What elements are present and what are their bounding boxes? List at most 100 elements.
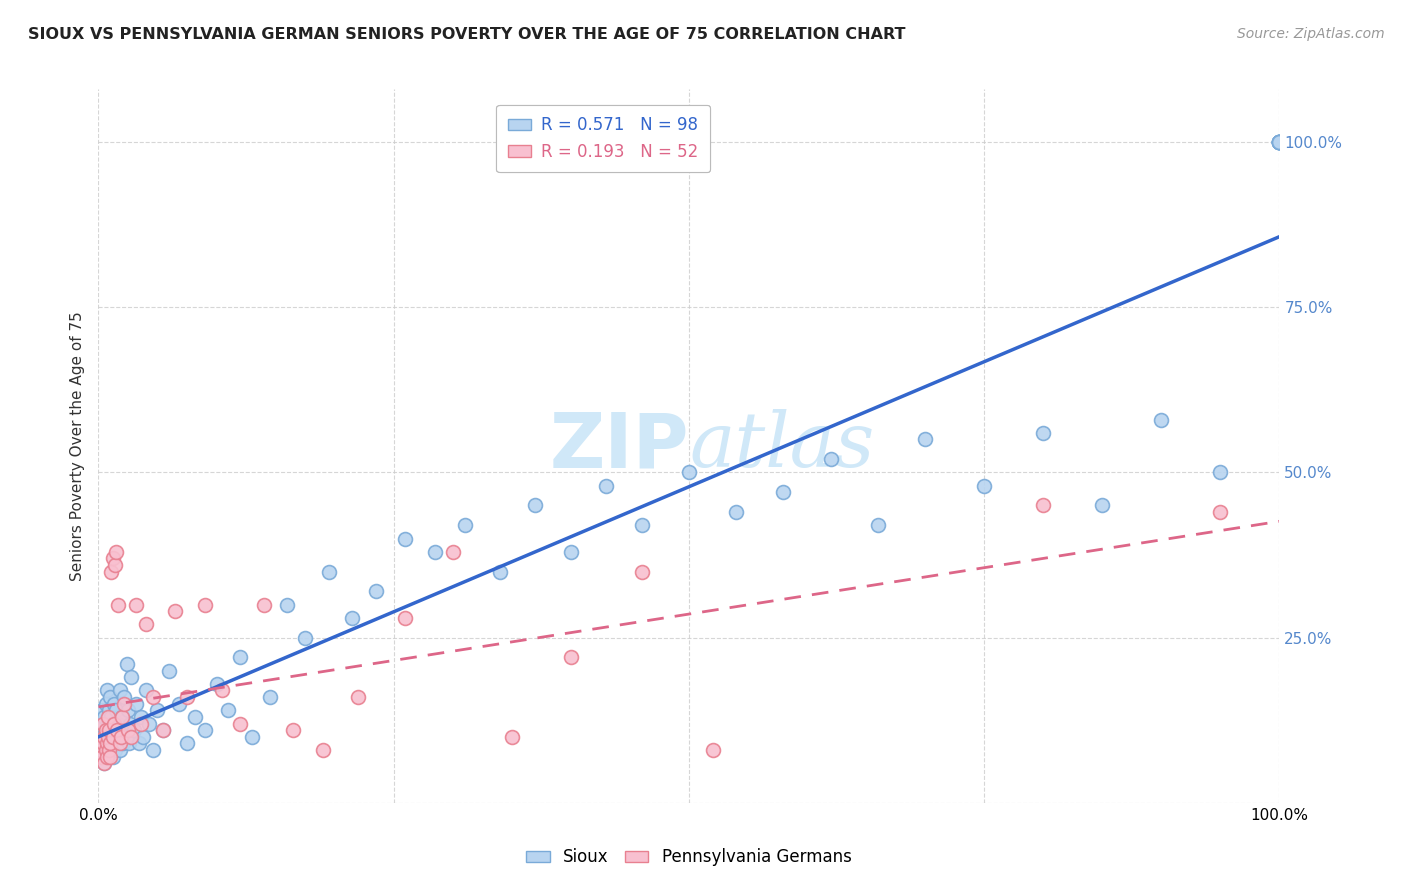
Point bbox=[157, 664, 180, 678]
Point bbox=[489, 565, 512, 579]
Point bbox=[98, 749, 121, 764]
Point bbox=[112, 736, 135, 750]
Point bbox=[176, 690, 198, 704]
Point bbox=[91, 736, 114, 750]
Point bbox=[104, 743, 127, 757]
Point bbox=[1268, 135, 1291, 149]
Point bbox=[138, 716, 160, 731]
Point bbox=[98, 723, 121, 738]
Point bbox=[560, 545, 582, 559]
Point bbox=[101, 730, 124, 744]
Point bbox=[100, 710, 122, 724]
Point bbox=[122, 723, 145, 738]
Point bbox=[91, 716, 114, 731]
Point bbox=[91, 703, 114, 717]
Point bbox=[90, 743, 112, 757]
Point bbox=[98, 723, 121, 738]
Text: SIOUX VS PENNSYLVANIA GERMAN SENIORS POVERTY OVER THE AGE OF 75 CORRELATION CHAR: SIOUX VS PENNSYLVANIA GERMAN SENIORS POV… bbox=[28, 27, 905, 42]
Point bbox=[93, 710, 115, 724]
Point bbox=[91, 749, 114, 764]
Point bbox=[98, 703, 121, 717]
Point bbox=[1268, 135, 1291, 149]
Point bbox=[132, 730, 155, 744]
Point bbox=[211, 683, 233, 698]
Point bbox=[1150, 412, 1173, 426]
Point bbox=[105, 736, 128, 750]
Point bbox=[1091, 499, 1114, 513]
Point bbox=[91, 743, 114, 757]
Legend: R = 0.571   N = 98, R = 0.193   N = 52: R = 0.571 N = 98, R = 0.193 N = 52 bbox=[496, 104, 710, 172]
Point bbox=[108, 683, 131, 698]
Point bbox=[110, 730, 132, 744]
Point bbox=[93, 756, 115, 771]
Point bbox=[294, 631, 316, 645]
Point bbox=[217, 703, 239, 717]
Point bbox=[1032, 499, 1054, 513]
Point bbox=[105, 545, 128, 559]
Point bbox=[318, 565, 340, 579]
Point bbox=[364, 584, 387, 599]
Point bbox=[176, 736, 198, 750]
Point bbox=[104, 558, 127, 572]
Point bbox=[152, 723, 174, 738]
Point bbox=[229, 716, 252, 731]
Point bbox=[347, 690, 370, 704]
Point bbox=[135, 617, 157, 632]
Point bbox=[253, 598, 276, 612]
Point bbox=[725, 505, 748, 519]
Point bbox=[98, 730, 121, 744]
Point bbox=[312, 743, 335, 757]
Point bbox=[98, 743, 121, 757]
Y-axis label: Seniors Poverty Over the Age of 75: Seniors Poverty Over the Age of 75 bbox=[70, 311, 86, 581]
Point bbox=[105, 730, 128, 744]
Point bbox=[111, 710, 134, 724]
Point bbox=[125, 697, 148, 711]
Point bbox=[394, 532, 416, 546]
Point bbox=[129, 710, 152, 724]
Point bbox=[94, 730, 117, 744]
Point bbox=[1268, 135, 1291, 149]
Point bbox=[240, 730, 263, 744]
Point bbox=[97, 749, 120, 764]
Point bbox=[152, 723, 174, 738]
Point bbox=[128, 736, 150, 750]
Point bbox=[98, 690, 121, 704]
Point bbox=[93, 730, 115, 744]
Point bbox=[146, 703, 169, 717]
Point bbox=[630, 565, 652, 579]
Point bbox=[1209, 466, 1232, 480]
Point bbox=[125, 598, 148, 612]
Point bbox=[1268, 135, 1291, 149]
Point bbox=[108, 743, 131, 757]
Point bbox=[117, 723, 139, 738]
Point bbox=[91, 716, 114, 731]
Point bbox=[1268, 135, 1291, 149]
Point bbox=[96, 736, 118, 750]
Point bbox=[111, 710, 134, 724]
Point bbox=[283, 723, 305, 738]
Point bbox=[1032, 425, 1054, 440]
Point bbox=[1268, 135, 1291, 149]
Point bbox=[115, 657, 138, 671]
Point bbox=[229, 650, 252, 665]
Point bbox=[441, 545, 464, 559]
Point bbox=[772, 485, 794, 500]
Point bbox=[184, 710, 207, 724]
Point bbox=[142, 743, 165, 757]
Point bbox=[394, 611, 416, 625]
Point bbox=[194, 598, 217, 612]
Point bbox=[91, 730, 114, 744]
Point bbox=[678, 466, 700, 480]
Point bbox=[205, 677, 228, 691]
Point bbox=[112, 697, 135, 711]
Point bbox=[560, 650, 582, 665]
Point bbox=[101, 551, 124, 566]
Point bbox=[96, 743, 118, 757]
Point bbox=[101, 716, 124, 731]
Point bbox=[93, 736, 115, 750]
Point bbox=[135, 683, 157, 698]
Point bbox=[1209, 505, 1232, 519]
Point bbox=[194, 723, 217, 738]
Point bbox=[276, 598, 298, 612]
Point bbox=[117, 703, 139, 717]
